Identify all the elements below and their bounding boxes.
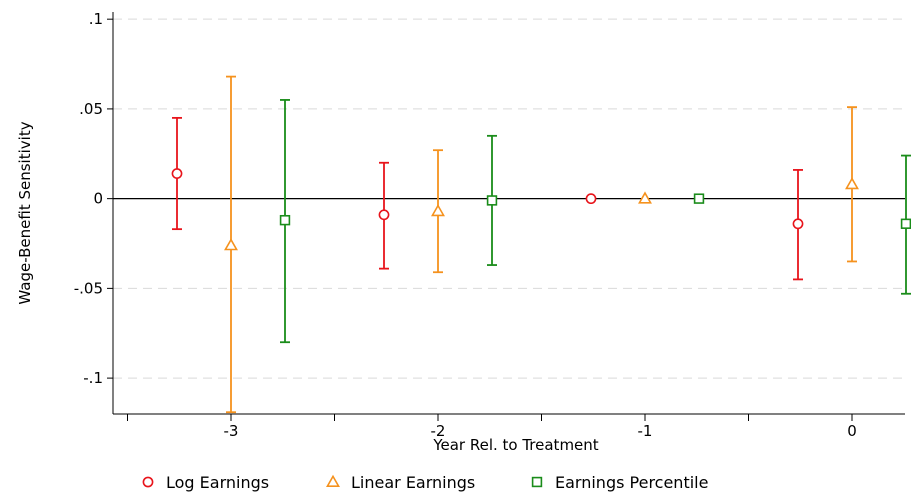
series-circle [171, 116, 804, 281]
axes: .1 .05 0 -.05 -.1 -3 -2 -1 0 [74, 10, 905, 440]
series-square [279, 99, 911, 344]
y-tick-label: 0 [93, 190, 103, 208]
legend-marker-square [531, 476, 543, 488]
data-point-square [279, 214, 291, 226]
grid-lines [113, 18, 905, 379]
legend-label: Log Earnings [166, 473, 269, 492]
series-triangle [224, 75, 859, 414]
data-point-triangle [224, 238, 238, 251]
x-axis-title: Year Rel. to Treatment [432, 436, 598, 454]
data-point-circle [378, 209, 390, 221]
y-tick-label: .05 [79, 100, 103, 118]
series-layer [171, 75, 911, 414]
data-point-circle [585, 193, 597, 205]
legend: Log Earnings Linear Earnings Earnings Perc… [142, 473, 708, 492]
x-tick-label: -3 [224, 422, 239, 440]
data-point-triangle [845, 177, 859, 190]
data-point-circle [171, 168, 183, 179]
legend-label: Linear Earnings [351, 473, 475, 492]
x-tick-label: -1 [638, 422, 653, 440]
y-axis-title: Wage-Benefit Sensitivity [16, 121, 34, 304]
legend-marker-triangle [326, 474, 340, 488]
x-tick-label: 0 [847, 422, 857, 440]
data-point-triangle [431, 203, 445, 217]
y-tick-label: -.1 [83, 369, 103, 387]
data-point-square [900, 218, 911, 229]
data-point-triangle [638, 191, 652, 204]
data-point-square [693, 193, 705, 204]
data-point-square [486, 195, 498, 206]
y-tick-label: .1 [89, 10, 103, 28]
legend-label: Earnings Percentile [555, 473, 708, 492]
x-tick-label: -2 [431, 422, 446, 440]
y-tick-label: -.05 [74, 279, 103, 297]
data-point-circle [792, 218, 804, 230]
legend-marker-circle [142, 476, 154, 488]
